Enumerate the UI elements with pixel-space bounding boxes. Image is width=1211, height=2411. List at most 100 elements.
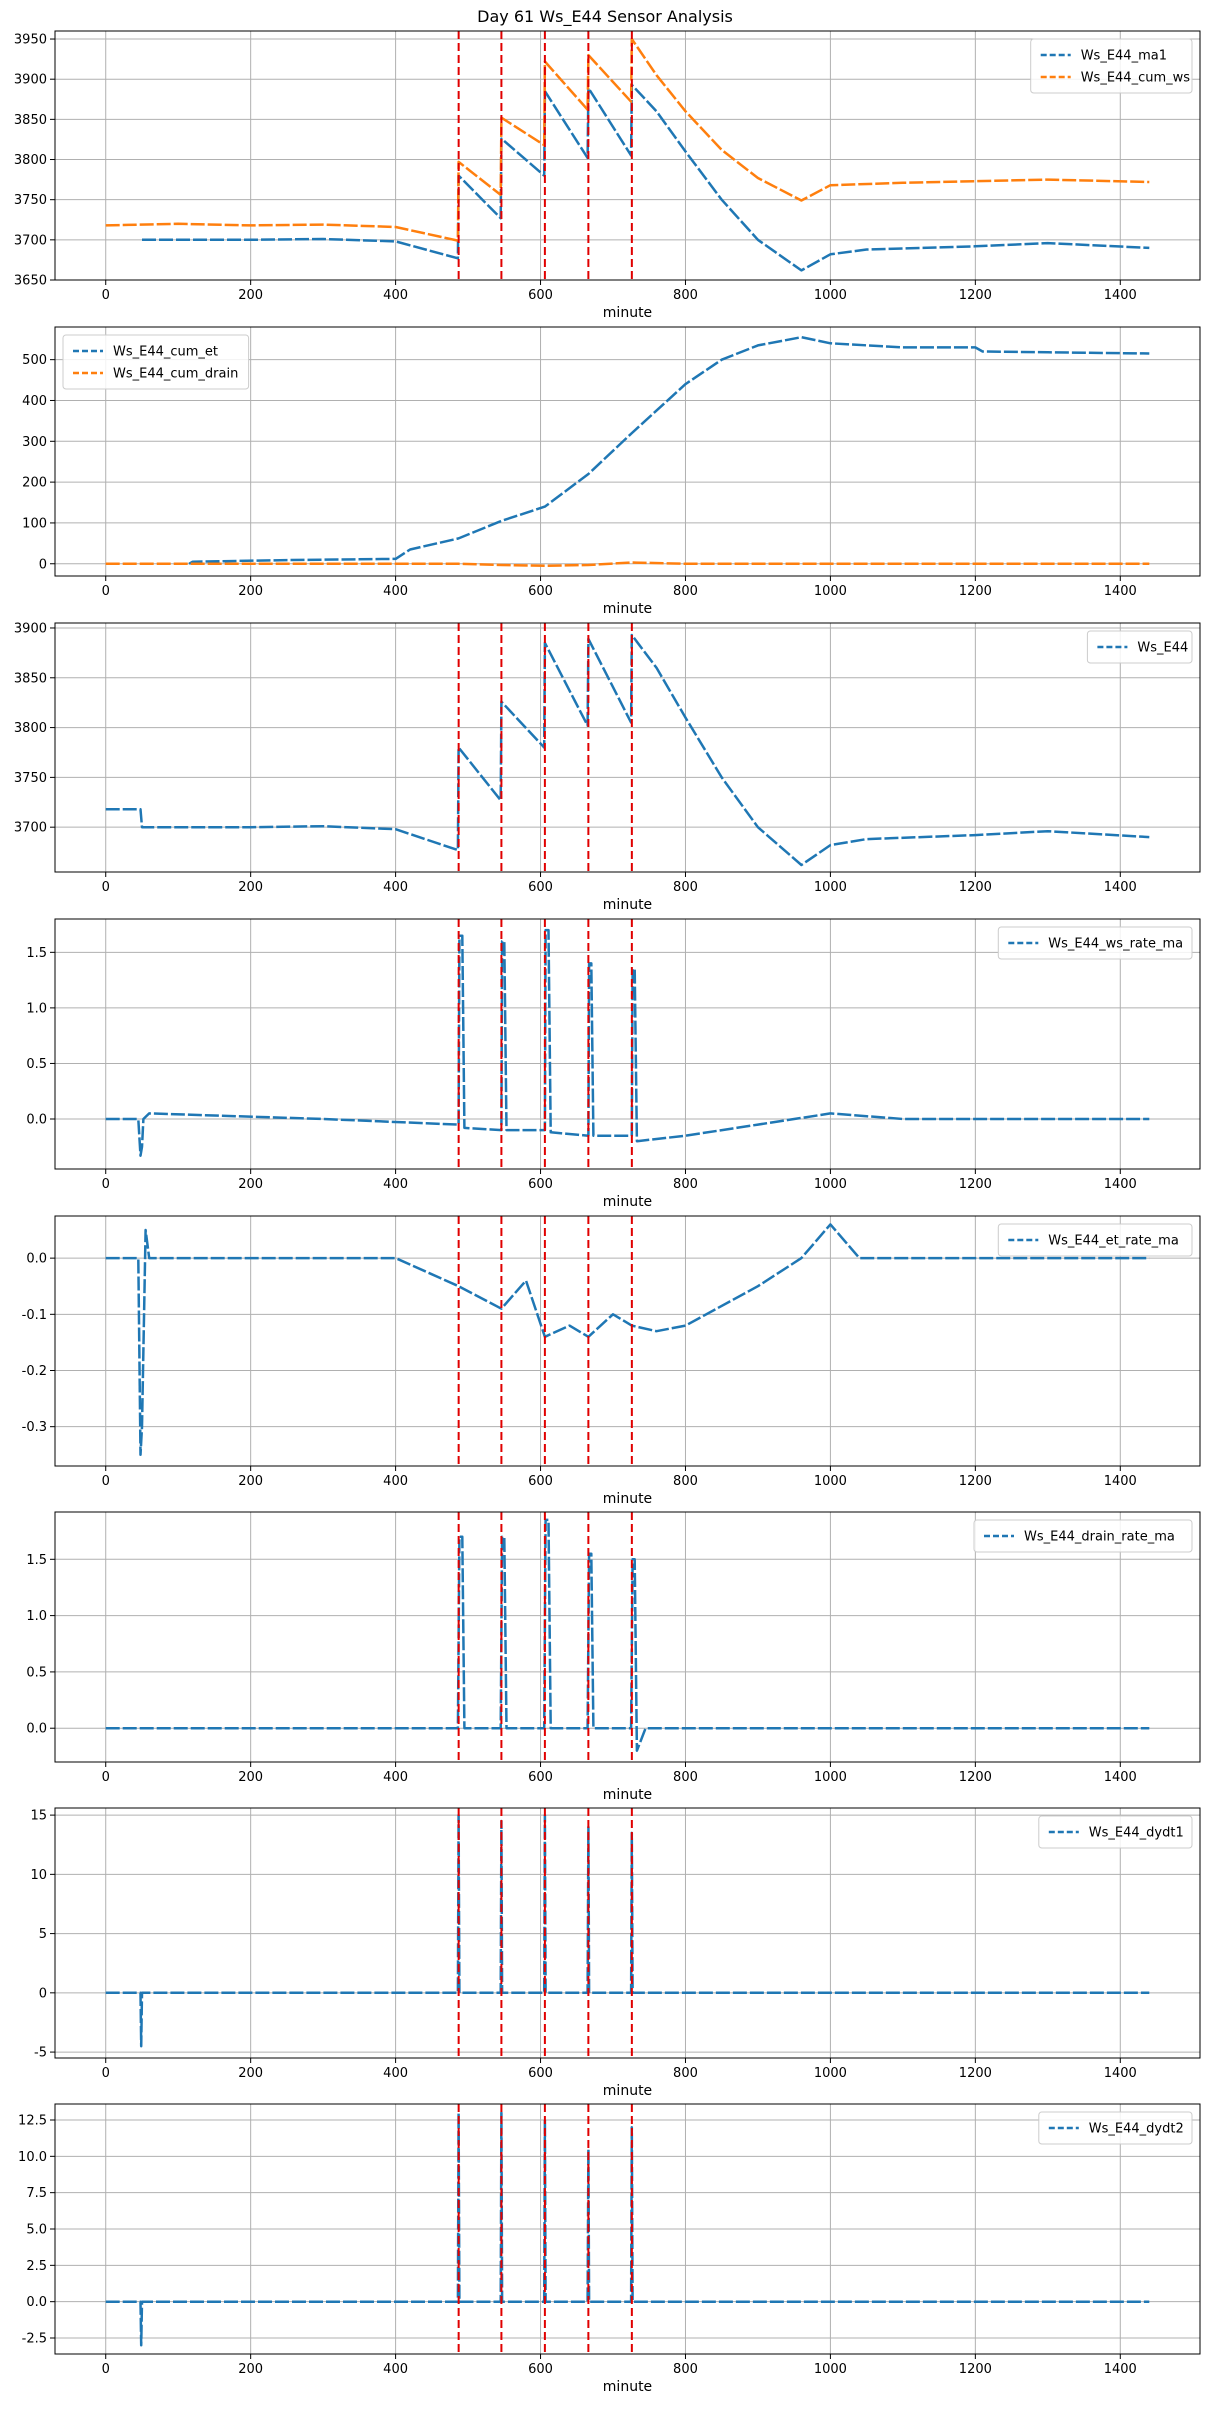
y-tick-label: 3800 (14, 153, 47, 168)
plot-area (105, 2104, 1150, 2354)
legend-label: Ws_E44_cum_ws (1081, 71, 1191, 86)
y-tick-label: 10 (30, 1868, 47, 1883)
legend-box (997, 926, 1193, 960)
y-tick-label: 0.5 (26, 1665, 47, 1680)
y-tick-label: 0 (39, 557, 47, 572)
x-tick-label: 800 (673, 1770, 698, 1785)
legend-box (997, 1223, 1193, 1257)
x-tick-label: 200 (238, 2362, 263, 2377)
subplot-6: 0 200 400 600 800 1000 1200 1400 0.0 0.5 1.0 1.5 min… (26, 1511, 1201, 1803)
x-tick-label: 600 (528, 1770, 553, 1785)
figure-title: Day 61 Ws_E44 Sensor Analysis (477, 7, 733, 27)
y-tick-label: -2.5 (22, 2332, 47, 2347)
y-tick-label: 0.0 (26, 2295, 47, 2310)
axes-frame (54, 2103, 1201, 2355)
series-line-Ws_E44 (105, 633, 1150, 867)
series-line-Ws_E44_cum_drain (105, 561, 1150, 568)
y-tick-label: 3700 (14, 821, 47, 836)
x-tick-label: 600 (528, 2066, 553, 2081)
y-tick-label: 5.0 (26, 2223, 47, 2238)
series-line-Ws_E44_drain_rate_ma (105, 1518, 1150, 1752)
x-tick-label: 0 (102, 584, 110, 599)
x-tick-label: 400 (383, 1474, 408, 1489)
y-tick-label: -0.3 (22, 1420, 47, 1435)
legend-box (1038, 1815, 1193, 1849)
axes-frame (54, 918, 1201, 1170)
axes-frame (54, 1511, 1201, 1763)
y-tick-label: -0.1 (22, 1308, 47, 1323)
legend-label: Ws_E44_cum_drain (113, 367, 238, 382)
x-tick-label: 1400 (1104, 288, 1137, 303)
x-tick-label: 200 (238, 1177, 263, 1192)
legend: Ws_E44 (1086, 630, 1193, 664)
x-tick-label: 600 (528, 2362, 553, 2377)
legend: Ws_E44_et_rate_ma (997, 1223, 1193, 1257)
x-axis-label: minute (603, 1491, 652, 1507)
legend-label: Ws_E44_drain_rate_ma (1024, 1530, 1175, 1545)
x-tick-label: 600 (528, 880, 553, 895)
x-tick-label: 200 (238, 880, 263, 895)
y-tick-label: 300 (22, 435, 47, 450)
y-tick-label: 10.0 (18, 2150, 47, 2165)
plot-area (105, 1216, 1150, 1466)
legend-box (1038, 2111, 1193, 2145)
x-tick-label: 1400 (1104, 2362, 1137, 2377)
x-tick-label: 400 (383, 2066, 408, 2081)
y-tick-label: 3750 (14, 193, 47, 208)
legend-label: Ws_E44_ws_rate_ma (1048, 937, 1183, 952)
legend: Ws_E44_dydt1 (1038, 1815, 1193, 1849)
x-tick-label: 600 (528, 1177, 553, 1192)
x-tick-label: 400 (383, 880, 408, 895)
x-tick-label: 400 (383, 2362, 408, 2377)
legend-box (973, 1519, 1193, 1553)
x-axis-label: minute (603, 305, 652, 321)
legend-box (62, 334, 250, 390)
x-tick-label: 1000 (814, 584, 847, 599)
x-tick-label: 1400 (1104, 1474, 1137, 1489)
x-tick-label: 400 (383, 584, 408, 599)
x-tick-label: 1000 (814, 1474, 847, 1489)
series-line-Ws_E44_cum_et (188, 335, 1150, 565)
x-tick-label: 200 (238, 1474, 263, 1489)
series-line-Ws_E44_ma1 (142, 83, 1150, 272)
y-tick-label: 3900 (14, 621, 47, 636)
x-tick-label: 1000 (814, 1770, 847, 1785)
x-tick-label: 400 (383, 1177, 408, 1192)
y-tick-label: 2.5 (26, 2259, 47, 2274)
x-tick-label: 600 (528, 1474, 553, 1489)
y-tick-label: 0 (39, 1986, 47, 2001)
axes-frame (54, 622, 1201, 873)
x-tick-label: 1400 (1104, 1770, 1137, 1785)
plot-area (105, 335, 1150, 568)
x-tick-label: 600 (528, 288, 553, 303)
legend: Ws_E44_ma1 Ws_E44_cum_ws (1030, 38, 1193, 94)
legend-label: Ws_E44 (1137, 641, 1188, 656)
y-tick-label: 1.5 (26, 946, 47, 961)
x-tick-label: 0 (102, 2362, 110, 2377)
x-tick-label: 1200 (959, 1177, 992, 1192)
y-tick-label: 1.0 (26, 1001, 47, 1016)
y-tick-label: 0.5 (26, 1057, 47, 1072)
y-tick-label: 12.5 (18, 2113, 47, 2128)
x-tick-label: 400 (383, 1770, 408, 1785)
x-tick-label: 1200 (959, 1770, 992, 1785)
y-tick-label: 1.5 (26, 1553, 47, 1568)
x-tick-label: 200 (238, 584, 263, 599)
y-tick-label: -0.2 (22, 1364, 47, 1379)
x-tick-label: 1200 (959, 2066, 992, 2081)
y-tick-label: 100 (22, 516, 47, 531)
y-tick-label: 3950 (14, 33, 47, 48)
y-tick-label: 3900 (14, 73, 47, 88)
x-tick-label: 800 (673, 1474, 698, 1489)
legend-label: Ws_E44_et_rate_ma (1048, 1234, 1179, 1249)
x-axis-label: minute (603, 897, 652, 913)
x-tick-label: 400 (383, 288, 408, 303)
y-tick-label: 7.5 (26, 2186, 47, 2201)
x-tick-label: 0 (102, 880, 110, 895)
legend: Ws_E44_ws_rate_ma (997, 926, 1193, 960)
y-tick-label: 3850 (14, 671, 47, 686)
series-line-Ws_E44_et_rate_ma (105, 1223, 1150, 1457)
y-tick-label: 0.0 (26, 1252, 47, 1267)
y-tick-label: -5 (34, 2046, 47, 2061)
